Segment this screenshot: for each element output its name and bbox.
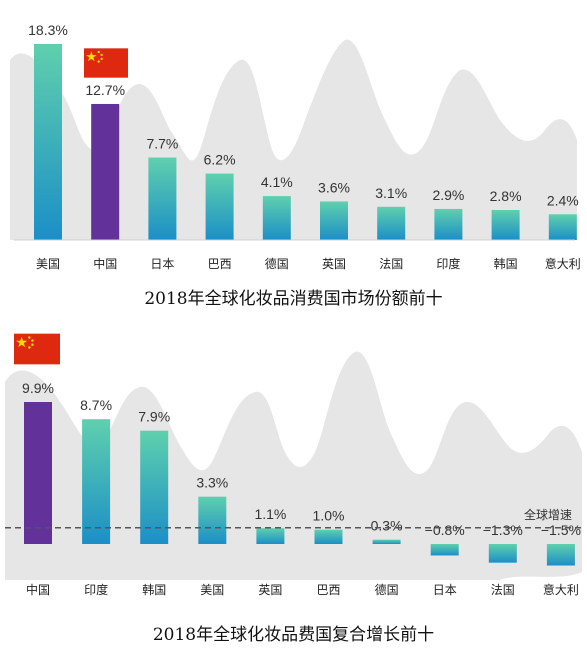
tick-label: 日本 (433, 583, 457, 597)
reference-line-label: 全球增速 (524, 507, 572, 522)
data-label: 3.3% (196, 475, 228, 491)
tick-label: 韩国 (494, 256, 518, 271)
data-label: −1.3% (483, 522, 523, 538)
data-label: 6.2% (204, 152, 236, 168)
tick-label: 美国 (200, 583, 224, 597)
tick-label: 日本 (150, 257, 174, 271)
bar (262, 196, 291, 240)
chart-title: 2018年全球化妆品费国复合增长前十 (152, 625, 435, 645)
tick-label: 巴西 (316, 583, 340, 597)
bar (198, 496, 227, 544)
chart-title: 2018年全球化妆品消费国市场份额前十 (144, 289, 443, 309)
tick-label: 印度 (436, 256, 460, 271)
data-label: 9.9% (22, 380, 54, 396)
data-label: 2.9% (432, 187, 464, 203)
tick-label: 法国 (491, 583, 515, 597)
bar (488, 544, 517, 563)
tick-label: 德国 (375, 582, 399, 597)
data-label: −0.8% (425, 522, 465, 538)
market-share-chart: 18.3% 美国 12.7% 中国 7.7% 日本 6.2% 巴西 4.1% 德国 3.6% 英国 3.… (0, 0, 587, 320)
bar (148, 157, 177, 240)
tick-label: 德国 (265, 256, 289, 271)
bar (372, 539, 401, 544)
growth-chart: 9.9% 中国 8.7% 印度 7.9% 韩国 3.3% 美国 1.1% 英国 1.0% 巴西 0.3%… (0, 322, 587, 652)
tick-label: 英国 (258, 583, 282, 597)
tick-label: 意大利 (543, 582, 579, 597)
bar (434, 208, 463, 240)
bar (34, 44, 62, 240)
bar (546, 544, 575, 566)
growth-plot: 9.9% 中国 8.7% 印度 7.9% 韩国 3.3% 美国 1.1% 英国 1.0% 巴西 0.3%… (5, 351, 582, 597)
data-label: 4.1% (261, 174, 293, 190)
tick-label: 意大利 (545, 256, 581, 271)
data-label: 0.3% (371, 518, 403, 534)
data-label: 3.6% (318, 179, 350, 195)
data-label: 7.7% (146, 136, 178, 152)
bar (377, 206, 406, 240)
bar (491, 210, 520, 240)
data-label: 1.1% (254, 506, 286, 522)
data-label: 12.7% (85, 82, 125, 98)
data-label: 18.3% (28, 22, 68, 38)
tick-label: 美国 (36, 257, 60, 271)
tick-label: 巴西 (208, 257, 232, 271)
bar (205, 173, 234, 240)
bar (256, 528, 285, 544)
data-label: 8.7% (80, 397, 112, 413)
bar (430, 544, 459, 556)
tick-label: 法国 (379, 257, 403, 271)
china-flag-icon (14, 332, 60, 366)
data-label: 3.1% (375, 185, 407, 201)
data-label: −1.5% (541, 522, 581, 538)
tick-label: 中国 (26, 582, 50, 597)
bar (82, 419, 111, 544)
bar (314, 529, 343, 544)
tick-label: 韩国 (142, 582, 166, 597)
bar (320, 201, 348, 240)
data-label: 2.4% (547, 192, 579, 208)
data-label: 7.9% (138, 409, 170, 425)
china-flag-icon (84, 47, 128, 79)
data-label: 2.8% (490, 188, 522, 204)
bar (140, 430, 169, 544)
bar (548, 214, 577, 240)
tick-label: 印度 (84, 582, 108, 597)
data-label: 1.0% (313, 508, 345, 524)
tick-label: 中国 (93, 256, 117, 271)
bar (24, 402, 52, 544)
tick-label: 英国 (322, 257, 346, 271)
market-share-plot: 18.3% 美国 12.7% 中国 7.7% 日本 6.2% 巴西 4.1% 德国 3.6% 英国 3.… (10, 22, 581, 271)
bar (91, 103, 120, 240)
